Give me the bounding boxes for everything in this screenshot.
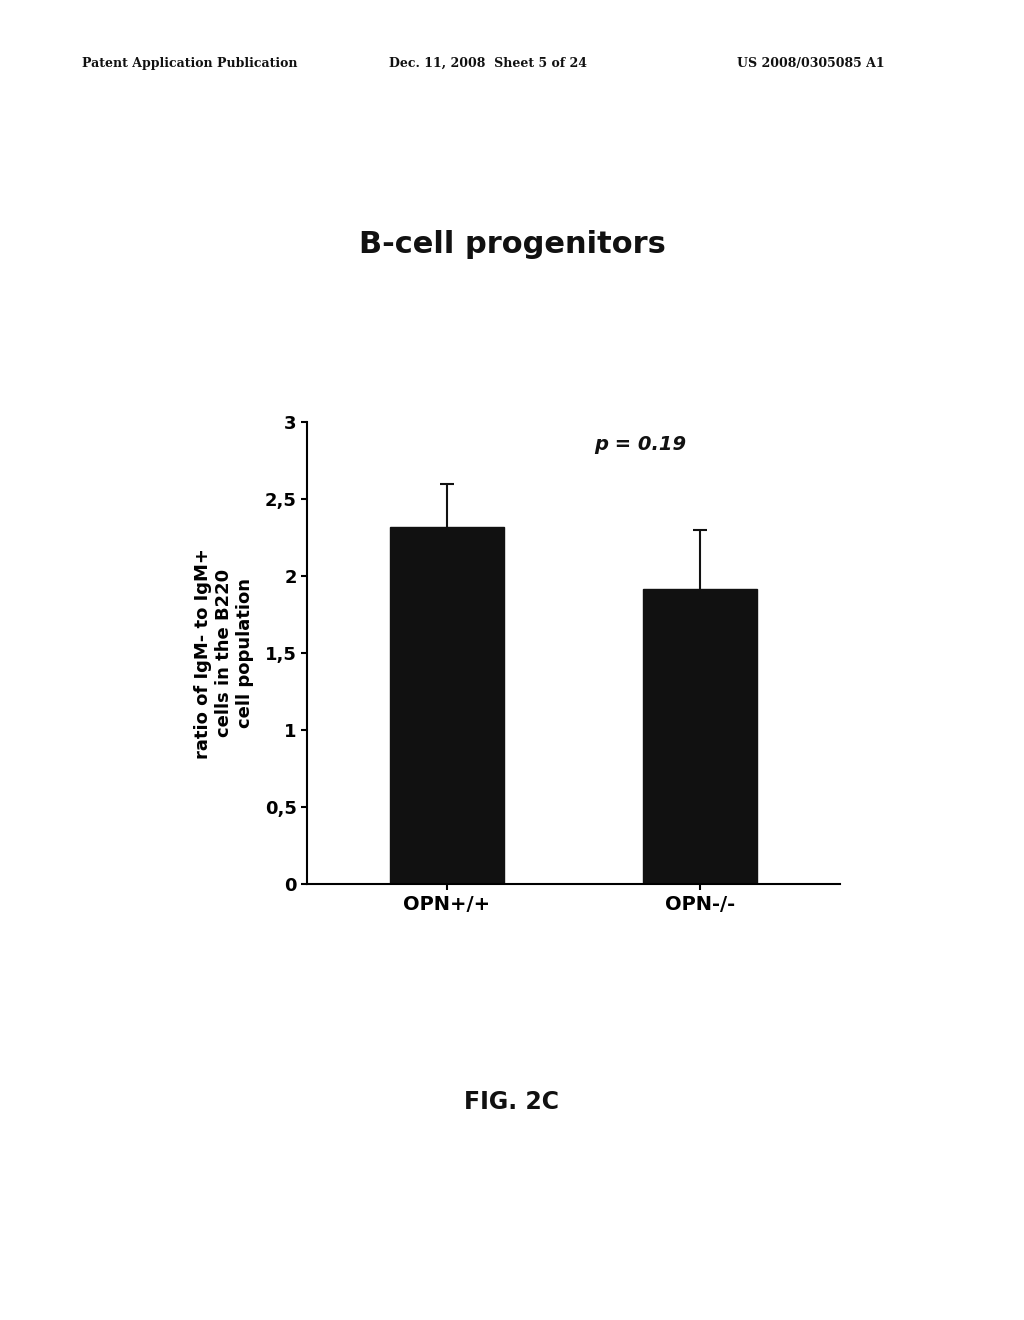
Text: B-cell progenitors: B-cell progenitors: [358, 230, 666, 259]
Bar: [643, 589, 758, 884]
Bar: [389, 527, 504, 884]
Text: Patent Application Publication: Patent Application Publication: [82, 57, 297, 70]
Text: Dec. 11, 2008  Sheet 5 of 24: Dec. 11, 2008 Sheet 5 of 24: [389, 57, 587, 70]
Y-axis label: ratio of IgM- to IgM+
cells in the B220
cell population: ratio of IgM- to IgM+ cells in the B220 …: [195, 548, 254, 759]
Text: US 2008/0305085 A1: US 2008/0305085 A1: [737, 57, 885, 70]
Text: FIG. 2C: FIG. 2C: [465, 1090, 559, 1114]
Text: p = 0.19: p = 0.19: [594, 436, 686, 454]
